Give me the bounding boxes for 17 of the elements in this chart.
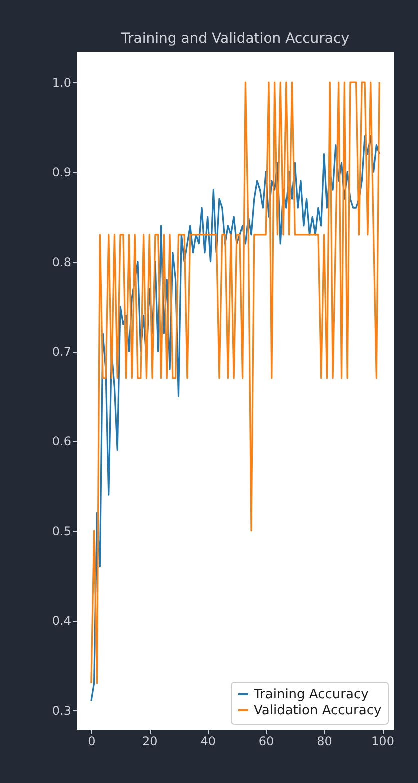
y-tick-label: 0.7 [52, 345, 72, 360]
y-tick-label: 0.9 [52, 166, 72, 180]
y-tick-label: 0.5 [52, 524, 72, 538]
y-tick-label: 0.6 [52, 434, 72, 449]
legend-label: Validation Accuracy [254, 704, 382, 718]
x-tick-label: 20 [142, 734, 158, 748]
chart-title: Training and Validation Accuracy [120, 31, 350, 47]
y-tick-label: 0.3 [52, 704, 72, 718]
x-tick-label: 60 [258, 734, 274, 748]
x-tick-label: 0 [88, 734, 96, 748]
y-tick-label: 0.4 [52, 614, 72, 628]
y-tick-label: 0.8 [52, 255, 72, 270]
x-tick-label: 80 [317, 734, 332, 748]
y-tick-label: 1.0 [52, 76, 72, 90]
x-tick-label: 40 [200, 734, 216, 748]
legend-label: Training Accuracy [253, 688, 370, 702]
x-tick-label: 100 [372, 734, 394, 748]
